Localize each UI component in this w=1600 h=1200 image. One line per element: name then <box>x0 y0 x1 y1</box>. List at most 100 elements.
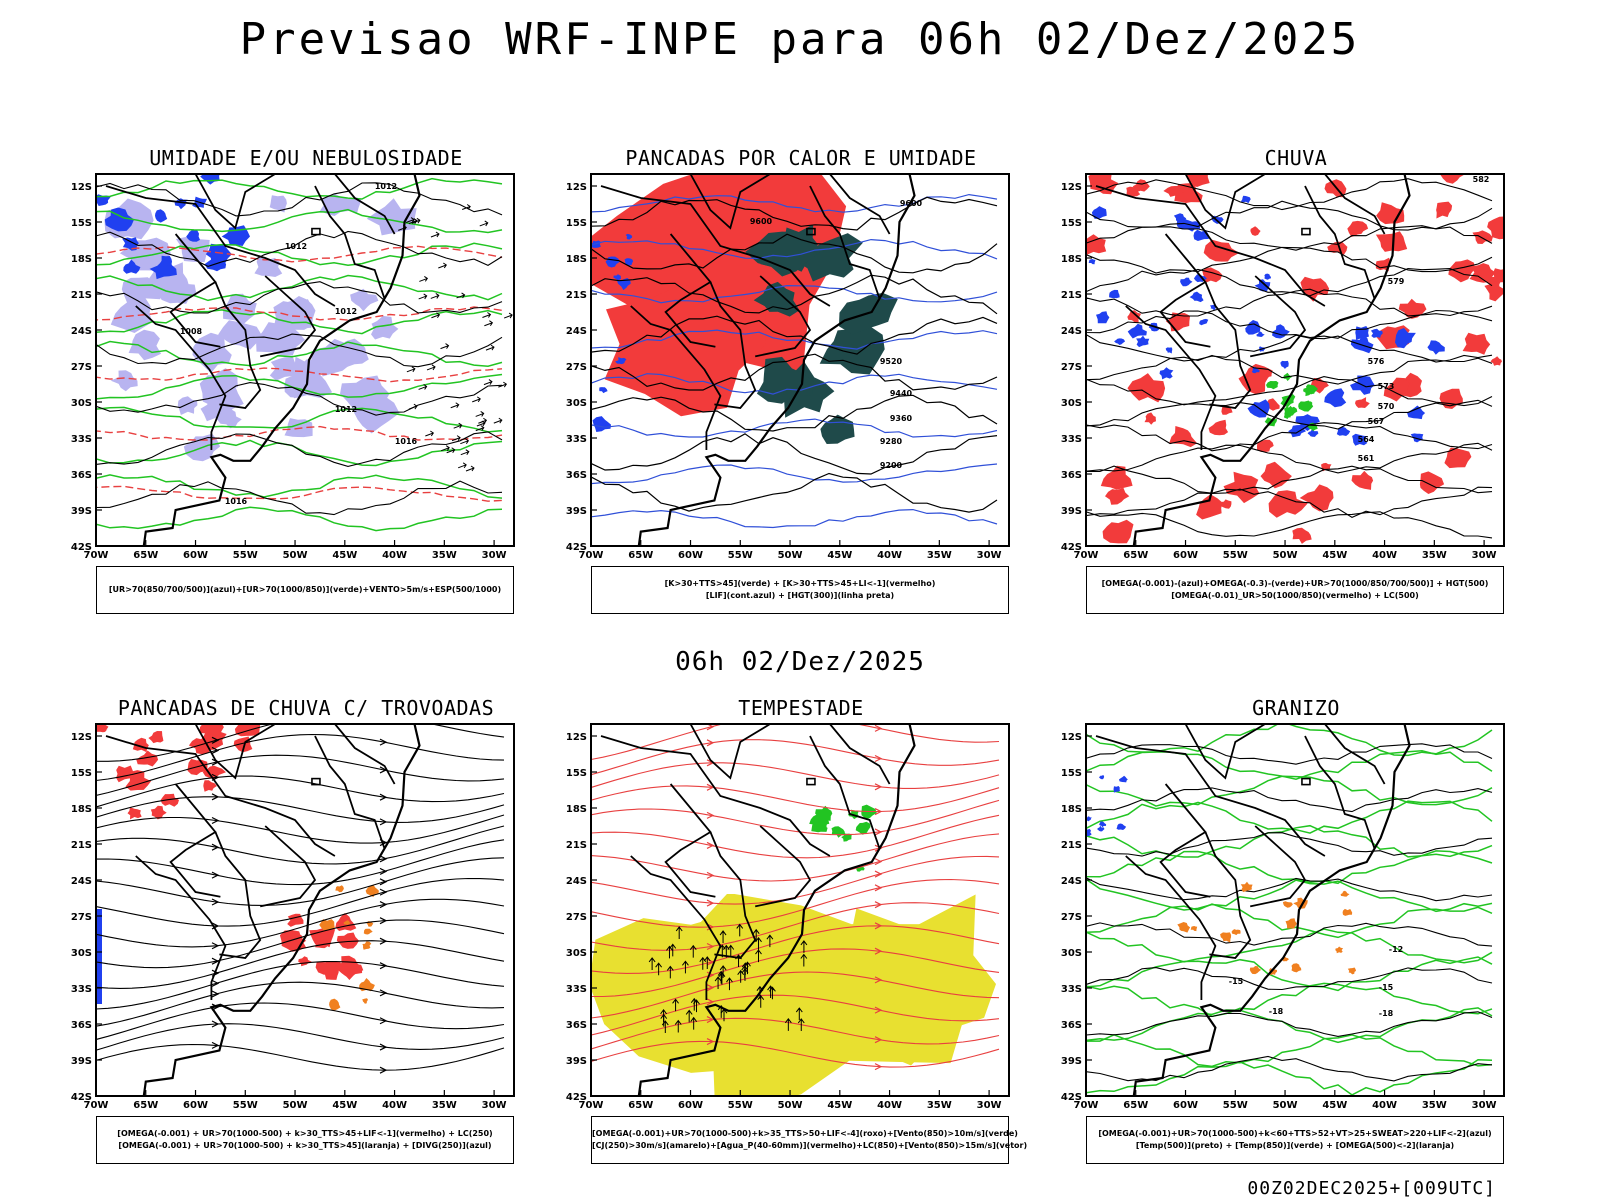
wind-vector <box>475 425 485 432</box>
state-border <box>105 735 336 857</box>
streamline <box>591 878 1000 928</box>
pressure-contour <box>96 431 503 467</box>
wind-vector <box>426 364 436 371</box>
hail-area <box>1086 816 1092 822</box>
wind-vector <box>690 1016 698 1030</box>
lon-tick-label: 55W <box>728 550 753 561</box>
instability-area <box>604 284 766 417</box>
thunder-area <box>362 998 368 1004</box>
lon-tick-label: 65W <box>133 1100 158 1111</box>
legend-line: [OMEGA(-0.01)_UR>50(1000/850)(vermelho) … <box>1171 591 1419 600</box>
wind-vector <box>752 928 760 942</box>
storm-area <box>150 805 167 820</box>
temp-500-contour <box>1086 967 1493 991</box>
lat-tick-label: 21S <box>1061 840 1082 851</box>
federal-district <box>1301 227 1311 236</box>
streamline-arrow <box>874 783 883 791</box>
heat-convection-area <box>820 414 855 444</box>
rain-area <box>1144 412 1156 425</box>
wind-vector <box>451 435 461 442</box>
streamline-arrow <box>874 1036 883 1044</box>
rain-area <box>1484 281 1504 302</box>
height-500-contour <box>1086 465 1493 494</box>
lat-tick-label: 36S <box>71 470 92 481</box>
streamline <box>96 1043 505 1071</box>
lat-tick-label: 30S <box>1061 948 1082 959</box>
lat-tick-label: 24S <box>1061 876 1082 887</box>
pressure-contour <box>96 281 503 314</box>
omega-500-area <box>1342 908 1353 916</box>
storm-area <box>96 724 108 732</box>
lat-tick-label: 30S <box>71 948 92 959</box>
map-fields <box>1086 174 1504 546</box>
omega-area <box>1159 367 1174 380</box>
humidity-area-high <box>122 237 139 251</box>
state-border <box>1095 185 1326 307</box>
streamline-arrow <box>706 871 715 879</box>
state-border <box>600 185 831 307</box>
lat-tick-label: 33S <box>1061 984 1082 995</box>
lon-tick-label: 30W <box>482 550 507 561</box>
wind-vector <box>405 217 415 223</box>
wind-vector <box>479 220 489 227</box>
valid-time-title: 06h 02/Dez/2025 <box>675 647 925 677</box>
lon-tick-label: 65W <box>133 550 158 561</box>
thunder-area <box>359 978 375 992</box>
state-border <box>105 185 336 307</box>
rain-area <box>1492 268 1504 283</box>
lat-tick-label: 24S <box>566 876 587 887</box>
streamline-arrow <box>211 1020 220 1028</box>
state-border <box>1204 831 1252 959</box>
state-border <box>1184 724 1266 780</box>
streamline <box>591 762 1000 789</box>
wind-vector <box>440 445 450 452</box>
legend-line: [K>30+TTS>45](verde) + [K>30+TTS>45+LI<-… <box>664 579 936 588</box>
streamline-arrow <box>379 818 388 826</box>
lat-tick-label: 27S <box>1061 362 1082 373</box>
rain-area <box>1238 363 1273 395</box>
omega-area <box>1295 414 1320 431</box>
state-border <box>135 855 227 1000</box>
lon-tick-label: 45W <box>332 550 357 561</box>
wind-850-area <box>855 821 871 835</box>
legend-line: [OMEGA(-0.001)+UR>70(1000-500)+k>35_TTS>… <box>592 1129 1018 1138</box>
streamline-arrow <box>379 989 388 997</box>
streamline-arrow <box>874 754 883 763</box>
rain-area <box>1163 186 1186 197</box>
coastline <box>637 724 916 1096</box>
state-border <box>709 281 757 409</box>
lat-tick-label: 24S <box>1061 326 1082 337</box>
contour-label: -18 <box>1269 1007 1284 1016</box>
rain-area <box>1260 461 1292 489</box>
streamline-arrow <box>874 922 883 930</box>
humidity-area <box>340 197 362 213</box>
rain-area <box>1469 263 1496 283</box>
contour-label: 1012 <box>335 307 357 316</box>
state-border <box>630 855 722 1000</box>
state-border <box>1324 724 1386 785</box>
heat-convection-area <box>756 356 815 404</box>
streamline <box>96 898 505 948</box>
lon-tick-label: 40W <box>877 550 902 561</box>
wind-vector <box>795 1007 803 1021</box>
rain-area <box>1487 216 1504 240</box>
rain-area <box>1223 471 1260 504</box>
wind-vector <box>726 977 733 991</box>
omega-area <box>1199 318 1209 326</box>
thickness-contour <box>96 306 503 321</box>
humidity-low-contour <box>96 474 503 499</box>
streamline-arrow <box>379 1066 388 1074</box>
omega-500-area <box>1340 890 1350 897</box>
state-border <box>260 825 317 908</box>
height-500-contour <box>1086 354 1493 385</box>
lat-tick-label: 42S <box>566 1092 587 1103</box>
lat-tick-label: 24S <box>71 326 92 337</box>
legend-line: [OMEGA(-0.001)-(azul)+OMEGA(-0.3)-(verde… <box>1101 579 1489 588</box>
wind-850-area <box>811 820 828 833</box>
lat-tick-label: 30S <box>566 948 587 959</box>
wind-vector <box>660 1013 668 1027</box>
thunder-area <box>362 941 372 950</box>
panel-chuva: CHUVA 12S 15S 18S 21S 24S 27S 30S 33S 36S 39S 42S 7… <box>1046 146 1522 646</box>
humidity-area <box>351 394 400 434</box>
lon-tick-label: 60W <box>183 550 208 561</box>
